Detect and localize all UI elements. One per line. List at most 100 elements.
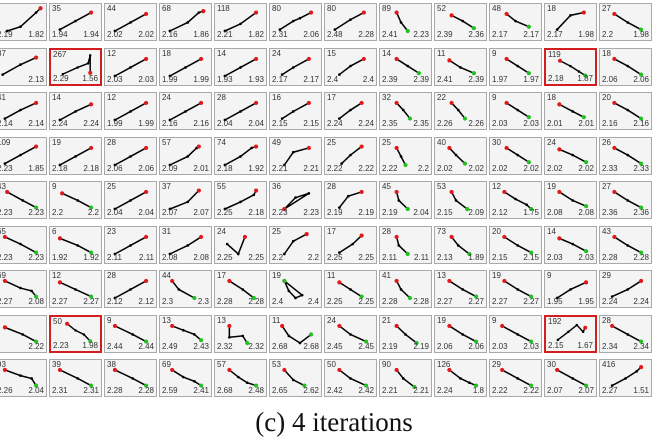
cell-count-label: 9: [107, 315, 112, 325]
cell-initial-value: 2.09: [162, 163, 178, 173]
trajectory-cell: 80 2.48 2.28: [324, 3, 377, 41]
trajectory-plot: [447, 278, 479, 299]
start-point: [394, 323, 399, 328]
trajectory-line: [114, 324, 147, 342]
end-point: [251, 295, 256, 301]
end-point: [192, 295, 197, 301]
cell-count-label: 28: [327, 182, 336, 191]
trajectory-plot: [500, 367, 534, 388]
start-point: [504, 11, 509, 17]
trajectory-point: [74, 328, 77, 332]
cell-final-value: 2.24: [83, 119, 99, 128]
trajectory-line: [6, 7, 42, 32]
cell-initial-value: 2.06: [437, 341, 453, 351]
cell-initial-value: 2.24: [602, 297, 618, 306]
cell-initial-value: 1.92: [52, 252, 68, 262]
cell-initial-value: 2.18: [52, 163, 68, 173]
cell-count-label: 20: [492, 226, 501, 236]
end-point: [529, 338, 534, 344]
trajectory-line: [281, 102, 310, 120]
cell-final-value: 2.21: [413, 386, 429, 395]
end-point: [302, 383, 307, 388]
end-point: [306, 145, 311, 150]
trajectory-point: [459, 65, 462, 69]
trajectory-point: [575, 323, 579, 326]
end-point: [144, 338, 149, 344]
trajectory-cell: 89 2.41 2.23: [379, 3, 432, 41]
trajectory-point: [239, 200, 242, 204]
cell-initial-value: 2.28: [107, 386, 123, 395]
trajectory-point: [401, 377, 405, 380]
start-point: [557, 235, 562, 240]
cell-count-label: 52: [437, 4, 446, 13]
trajectory-point: [300, 293, 304, 297]
cell-initial-value: 2.32: [217, 341, 233, 351]
cell-count-label: 12: [107, 48, 116, 58]
start-point: [60, 191, 65, 196]
cell-final-value: 1.99: [138, 119, 154, 128]
start-point: [502, 234, 507, 239]
trajectory-cell: 17 2.24 2.24: [324, 92, 377, 130]
trajectory-cell: 12 2.12 1.75: [489, 181, 542, 219]
trajectory-point: [184, 110, 187, 113]
trajectory-cell: 69 2.27 2.08: [0, 270, 47, 308]
trajectory-point: [168, 74, 172, 77]
cell-initial-value: 2.19: [0, 30, 13, 39]
cell-final-value: 1.98: [578, 30, 594, 39]
end-point: [34, 338, 39, 344]
cell-count-label: 119: [548, 49, 561, 59]
cell-final-value: 2.39: [413, 74, 429, 84]
trajectory-cell: 14 2.24 2.24: [49, 92, 102, 130]
trajectory-plot: [394, 323, 419, 345]
trajectory-cell: 25 2.22 2.2: [379, 136, 432, 175]
trajectory-point: [19, 25, 22, 29]
trajectory-plot: [612, 189, 644, 210]
cell-count-label: 28: [217, 93, 226, 102]
end-point: [89, 249, 94, 255]
cell-final-value: 2.12: [138, 297, 154, 306]
trajectory-plot: [394, 10, 410, 34]
cell-final-value: 2.25: [358, 297, 374, 306]
trajectory-cell: 35 1.94 1.94: [49, 3, 102, 41]
trajectory-point: [298, 16, 302, 20]
trajectory-cell: 15 2.4 2.4: [324, 47, 377, 86]
trajectory-cell: 37 2.07 2.07: [159, 181, 212, 219]
end-point: [416, 70, 421, 75]
cell-final-value: 2.25: [358, 252, 374, 262]
start-point: [65, 321, 70, 326]
trajectory-plot: [556, 323, 588, 341]
cell-final-value: 2.02: [578, 163, 594, 173]
trajectory-point: [58, 28, 62, 31]
trajectory-cell: 24 2.25 2.25: [214, 225, 267, 264]
cell-initial-value: 2.04: [217, 119, 233, 128]
cell-count-label: 13: [437, 271, 446, 280]
trajectory-cell: 53 2.15 2.09: [434, 181, 487, 219]
trajectory-cell: 13 2.49 2.43: [159, 314, 212, 353]
trajectory-point: [351, 242, 355, 245]
trajectory-plot: [57, 367, 94, 388]
cell-count-label: 29: [602, 271, 611, 280]
trajectory-point: [236, 375, 240, 379]
cell-count-label: 43: [602, 226, 611, 236]
trajectory-plot: [112, 367, 149, 388]
trajectory-line: [395, 280, 411, 299]
trajectory-cell: 192 2.15 1.67: [544, 314, 597, 353]
trajectory-line: [169, 235, 202, 255]
cell-count-label: 57: [217, 360, 226, 369]
cell-initial-value: 2.24: [52, 119, 68, 128]
cell-count-label: 38: [107, 360, 116, 369]
cell-initial-value: 2.41: [382, 30, 398, 39]
cell-count-label: 31: [162, 226, 171, 236]
trajectory-plot: [555, 280, 589, 300]
trajectory-point: [76, 65, 79, 69]
trajectory-point: [571, 242, 575, 245]
trajectory-cell: 21 2.19 2.19: [379, 314, 432, 353]
trajectory-cell: 39 2.31 2.31: [49, 359, 102, 397]
cell-initial-value: 2.06: [602, 74, 618, 84]
end-point: [529, 249, 534, 255]
end-point: [639, 278, 644, 284]
cell-initial-value: 2.27: [602, 386, 618, 395]
cell-count-label: 57: [162, 137, 171, 147]
trajectory-point: [239, 110, 242, 113]
cell-final-value: 2.2: [307, 252, 319, 262]
